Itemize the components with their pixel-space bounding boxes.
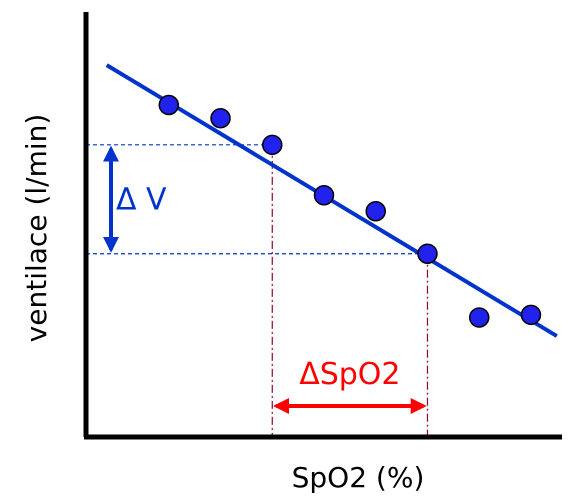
data-point-7 xyxy=(468,307,490,328)
data-point-3 xyxy=(262,134,283,156)
axes xyxy=(83,12,562,440)
annotations: Δ V ΔSpO2 xyxy=(103,145,427,414)
data-point-1 xyxy=(158,94,180,116)
data-point-5 xyxy=(365,200,386,222)
x-axis-label: SpO2 (%) xyxy=(292,461,425,494)
y-axis-label: ventilace (l/min) xyxy=(20,114,53,343)
data-point-6 xyxy=(417,243,438,264)
data-points xyxy=(158,94,542,328)
data-point-8 xyxy=(520,304,542,326)
data-point-4 xyxy=(313,185,335,206)
delta-spo2-label: ΔSpO2 xyxy=(299,357,400,392)
data-point-2 xyxy=(210,108,231,129)
delta-v-label: Δ V xyxy=(116,182,167,217)
